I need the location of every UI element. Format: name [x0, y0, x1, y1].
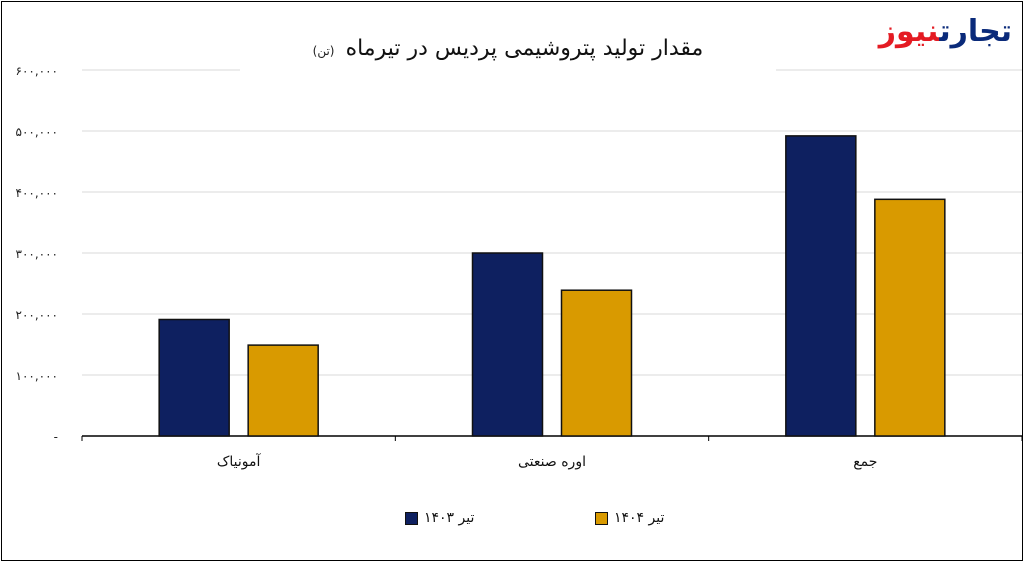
legend-swatch-1404 — [595, 511, 608, 525]
bar-1403-1 — [471, 252, 544, 437]
x-tick-label: اوره صنعتی — [518, 454, 586, 470]
y-tick-label: ۶۰۰,۰۰۰ — [16, 64, 59, 78]
bar-1403-2 — [785, 135, 857, 437]
bar-1403-0 — [158, 318, 230, 437]
y-tick-label: ۴۰۰,۰۰۰ — [16, 186, 59, 200]
chart-title-unit: (تن) — [312, 44, 335, 58]
y-tick-label: ۵۰۰,۰۰۰ — [16, 125, 59, 139]
legend-swatch-1403 — [405, 511, 418, 525]
y-tick-label: ۳۰۰,۰۰۰ — [16, 247, 59, 261]
y-tick-label: ۲۰۰,۰۰۰ — [16, 308, 59, 322]
bar-1404-1 — [560, 289, 633, 437]
brand-logo: تجارتنیوز — [878, 14, 1013, 49]
legend-item-1403: تیر ۱۴۰۳ — [405, 510, 474, 526]
legend-label-1404: تیر ۱۴۰۴ — [614, 510, 665, 526]
bar-1404-2 — [874, 198, 946, 437]
legend-label-1403: تیر ۱۴۰۳ — [424, 510, 475, 526]
logo-word-1: تجارت — [939, 14, 1013, 49]
chart-title: مقدار تولید پتروشیمی پردیس در تیرماه (تن… — [240, 36, 776, 76]
chart-title-text: مقدار تولید پتروشیمی پردیس در تیرماه — [345, 36, 704, 61]
x-tick-label: جمع — [853, 454, 877, 470]
chart-legend: تیر ۱۴۰۳ تیر ۱۴۰۴ — [0, 510, 1024, 534]
logo-word-2: نیوز — [878, 14, 941, 49]
y-tick-label: - — [54, 430, 58, 444]
x-tick-label: آمونیاک — [217, 453, 262, 470]
bar-1404-0 — [247, 344, 319, 437]
legend-item-1404: تیر ۱۴۰۴ — [595, 510, 664, 526]
y-tick-label: ۱۰۰,۰۰۰ — [16, 369, 59, 383]
